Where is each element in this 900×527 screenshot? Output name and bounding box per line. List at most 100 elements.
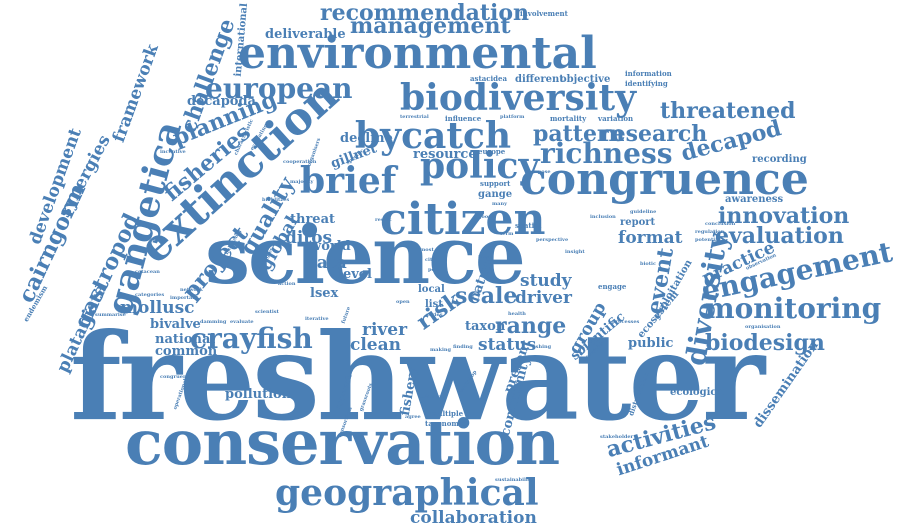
word-lsex: lsex [310, 286, 339, 301]
word-variation: variation [598, 114, 634, 123]
word-status: status [478, 335, 537, 355]
word-richness: richness [540, 137, 673, 170]
word-cooperation: cooperation [283, 159, 317, 165]
word-bivalve: bivalve [150, 317, 201, 332]
word-incentive: incentive [160, 149, 186, 155]
word-awareness: awareness [725, 194, 784, 205]
word-report: report [620, 217, 656, 228]
word-main: main [478, 254, 493, 260]
word-europe: europe [478, 147, 506, 156]
word-river: river [362, 320, 408, 340]
word-identifying: identifying [625, 79, 668, 88]
word-evaluation: evaluation [715, 223, 844, 249]
word-bycatch: bycatch [355, 115, 512, 157]
word-health: health [508, 311, 526, 317]
word-geographical: geographical [275, 472, 539, 514]
word-citizen: citizen [380, 194, 546, 245]
word-criterion: criterion [420, 394, 445, 400]
word-policy: policy [420, 145, 540, 187]
word-different: different [515, 74, 564, 85]
word-important: important [170, 295, 199, 301]
word-pollution: pollution [225, 387, 292, 402]
word-resource: resource [413, 147, 477, 162]
word-biodesign: biodesign [705, 330, 825, 356]
word-fishing: fishing [532, 344, 552, 350]
word-clean: clean [350, 335, 401, 355]
word-mortality: mortality [550, 114, 587, 123]
word-biodiversity: biodiversity [400, 77, 636, 119]
word-making: making [430, 347, 452, 353]
word-damming: damming [200, 319, 227, 325]
word-threat: threat [290, 212, 336, 227]
word-decline: decline [340, 131, 393, 146]
word-agree: agree [405, 414, 421, 420]
word-gange: gange [478, 189, 513, 200]
word-insight: insight [565, 249, 585, 255]
word-categories: categories [135, 292, 165, 298]
word-list: list [425, 299, 443, 310]
word-objective: objective [560, 74, 611, 85]
word-engage: engage [598, 282, 627, 291]
word-data: data [305, 253, 347, 273]
word-national: national [155, 332, 216, 347]
word-local: local [418, 284, 445, 295]
word-world: world [310, 239, 351, 254]
word-science: science [205, 208, 526, 302]
word-conclusion: conclusion [705, 221, 736, 227]
word-spatial: spatial [515, 221, 542, 230]
word-monitoring: monitoring [705, 292, 882, 325]
word-bioblitzes: bioblitzes [262, 197, 290, 203]
word-deliverable: deliverable [265, 27, 346, 42]
word-driver: driver [515, 288, 572, 308]
word-inclusion: inclusion [590, 214, 616, 220]
word-astacidea: astacidea [470, 74, 508, 83]
word-multiple: multiple [430, 409, 464, 418]
word-common: common [155, 344, 218, 359]
word-public: public [628, 336, 674, 351]
word-perspective: perspective [536, 237, 569, 243]
word-platform: platform [500, 114, 525, 120]
word-taxonomic: taxonomic [425, 419, 466, 428]
word-organisation: organisation [745, 324, 781, 330]
word-sustainability: sustainability [495, 477, 533, 483]
word-many: many [492, 201, 508, 207]
word-cetacean: cetacean [135, 269, 160, 275]
word-finding: finding [453, 344, 473, 350]
word-pattern: pattern [533, 121, 625, 147]
word-decapoda: decapoda [187, 94, 256, 109]
word-regulation: regulation [695, 229, 725, 235]
word-open: open [396, 299, 410, 305]
word-potential: potential [695, 237, 721, 243]
word-recommendation: recommendation [320, 0, 530, 26]
word-biotic: biotic [640, 261, 656, 267]
word-support: support [480, 179, 511, 188]
word-scientist: scientist [255, 309, 279, 315]
word-processes: processes [612, 319, 640, 325]
word-purpose: purpose [528, 169, 551, 175]
word-level: level [338, 267, 372, 282]
word-crayfish: crayfish [190, 322, 313, 355]
word-city: city [425, 257, 436, 263]
word-ecological: ecological [670, 387, 727, 398]
word-range: range [495, 313, 567, 339]
word-taxon: taxon [465, 319, 506, 334]
word-mollusc: mollusc [120, 298, 195, 318]
word-congruent: congruent [160, 374, 189, 380]
word-scale: scale [455, 283, 518, 309]
word-term: term [500, 231, 514, 237]
word-most: most [420, 247, 434, 253]
word-evaluate: evaluate [230, 319, 254, 325]
word-series: series [426, 312, 443, 318]
word-innovation: innovation [718, 203, 850, 229]
word-management: management [350, 13, 511, 39]
word-result: result [375, 217, 392, 223]
word-collaboration: collaboration [410, 508, 537, 527]
word-study: study [520, 271, 572, 291]
word-information: information [625, 69, 672, 78]
word-good: good [478, 214, 492, 220]
word-conservation: conservation [125, 406, 560, 479]
word-format: format [618, 228, 683, 248]
word-summarise: summarise [95, 312, 126, 318]
word-pebr: pebr [428, 267, 441, 273]
